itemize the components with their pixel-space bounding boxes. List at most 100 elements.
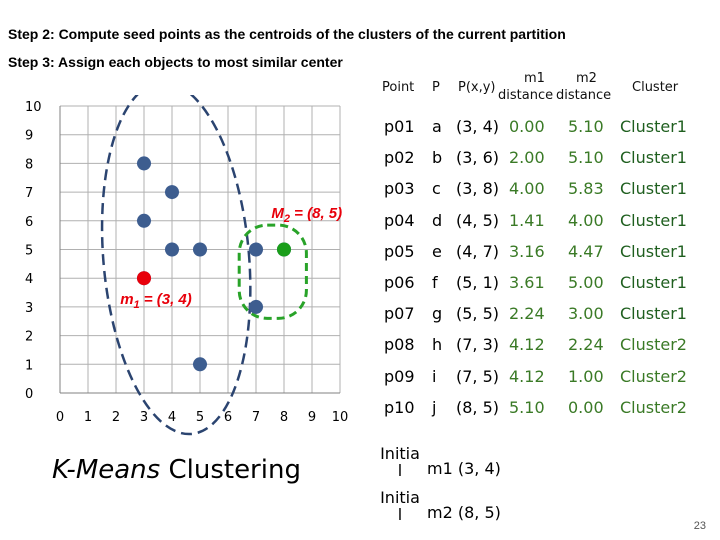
row-point: p10: [384, 397, 415, 417]
x-tick-label: 4: [168, 410, 176, 425]
y-tick-label: 1: [25, 358, 33, 373]
row-cluster: Cluster1: [620, 210, 687, 230]
point-marker: [193, 357, 207, 372]
y-tick-label: 8: [25, 157, 33, 172]
row-m2-distance: 4.00: [568, 210, 604, 230]
row-p: e: [432, 241, 442, 261]
y-tick-label: 7: [25, 186, 33, 201]
cluster1-boundary: [100, 95, 252, 436]
x-tick-label: 9: [308, 410, 316, 425]
point-marker: [165, 185, 179, 200]
row-p: h: [432, 335, 443, 355]
x-tick-label: 8: [280, 410, 288, 425]
row-m2-distance: 5.83: [568, 179, 604, 199]
initial-value-1: m1 (3, 4): [427, 459, 501, 478]
row-m1-distance: 0.00: [509, 117, 545, 136]
row-cluster: Cluster2: [620, 397, 687, 417]
y-tick-label: 5: [25, 244, 33, 259]
point-marker: [137, 213, 151, 228]
x-tick-label: 3: [140, 410, 148, 425]
page-number: 23: [693, 520, 706, 532]
header-cluster: Cluster: [632, 80, 679, 95]
initial-label-1-line1: Initia: [380, 444, 420, 463]
step3-text: Step 3: Assign each objects to most simi…: [8, 54, 343, 70]
row-cluster: Cluster1: [620, 179, 687, 199]
point-marker: [249, 242, 263, 257]
row-pxy: (8, 5): [456, 397, 500, 417]
header-m2: m2: [576, 71, 597, 86]
initial-label-2: Initia l: [375, 489, 425, 523]
row-m2-distance: 2.24: [568, 335, 604, 355]
row-point: p03: [384, 179, 415, 199]
y-tick-label: 2: [25, 330, 33, 345]
x-tick-label: 5: [196, 410, 204, 425]
row-p: a: [432, 117, 442, 136]
m2-centroid-marker: [277, 242, 291, 257]
point-marker: [193, 242, 207, 257]
x-tick-label: 7: [252, 410, 260, 425]
point-marker: [165, 242, 179, 257]
row-pxy: (4, 7): [456, 241, 500, 261]
row-m1-distance: 2.24: [509, 304, 545, 324]
header-m1: m1: [524, 71, 545, 86]
point-marker: [249, 299, 263, 314]
row-pxy: (5, 1): [456, 273, 500, 292]
row-point: p06: [384, 273, 415, 292]
row-pxy: (5, 5): [456, 304, 500, 324]
cluster2-boundary: [237, 223, 308, 320]
y-tick-label: 9: [25, 129, 33, 144]
row-pxy: (4, 5): [456, 210, 500, 230]
point-marker: [137, 156, 151, 171]
title-rest: Clustering: [160, 455, 301, 485]
row-cluster: Cluster1: [620, 304, 687, 324]
row-point: p09: [384, 366, 415, 386]
row-m2-distance: 0.00: [568, 397, 604, 417]
row-m2-distance: 5.00: [568, 273, 604, 292]
row-m1-distance: 3.61: [509, 273, 545, 292]
row-p: f: [432, 273, 438, 292]
row-point: p02: [384, 148, 415, 168]
row-cluster: Cluster2: [620, 366, 687, 386]
header-p: P: [432, 80, 440, 95]
step2-text: Step 2: Compute seed points as the centr…: [8, 26, 566, 42]
row-p: g: [432, 304, 443, 324]
x-tick-label: 0: [56, 410, 64, 425]
m1-centroid-marker: [137, 271, 151, 286]
slide-title: K-Means Clustering: [52, 455, 301, 485]
row-pxy: (7, 3): [456, 335, 500, 355]
kmeans-scatter-plot: 0 1 2 3 4 5 6 7 8 9 10 0 1 2 3 4 5 6 7 8 9 10 m1 = (3, 4) M2…: [25, 95, 348, 436]
row-m1-distance: 5.10: [509, 397, 545, 417]
initial-label-2-line2: l: [397, 505, 403, 524]
header-distance-2: distance: [556, 88, 612, 103]
header-point: Point: [382, 80, 415, 95]
x-tick-label: 1: [84, 410, 92, 425]
row-m1-distance: 1.41: [509, 210, 545, 230]
row-p: b: [432, 148, 443, 168]
row-pxy: (7, 5): [456, 366, 500, 386]
row-cluster: Cluster1: [620, 148, 687, 168]
row-pxy: (3, 8): [456, 179, 500, 199]
header-pxy: P(x,y): [458, 80, 496, 95]
initial-label-1-line2: l: [397, 461, 403, 480]
m1-centroid-label: m1 = (3, 4): [120, 291, 192, 311]
x-tick-label: 2: [112, 410, 120, 425]
y-tick-label: 3: [25, 301, 33, 316]
row-pxy: (3, 4): [456, 117, 500, 136]
row-p: d: [432, 210, 443, 230]
row-p: c: [432, 179, 441, 199]
row-m2-distance: 3.00: [568, 304, 604, 324]
y-tick-label: 0: [25, 387, 33, 402]
y-tick-labels: 0 1 2 3 4 5 6 7 8 9 10: [25, 100, 42, 402]
row-m1-distance: 4.00: [509, 179, 545, 199]
row-m1-distance: 2.00: [509, 148, 545, 168]
x-tick-label: 10: [332, 410, 349, 425]
x-tick-labels: 0 1 2 3 4 5 6 7 8 9 10: [56, 410, 348, 425]
row-cluster: Cluster2: [620, 335, 687, 355]
y-tick-label: 6: [25, 215, 33, 230]
row-p: i: [432, 366, 437, 386]
row-m2-distance: 4.47: [568, 241, 604, 261]
row-m2-distance: 5.10: [568, 117, 604, 136]
row-m2-distance: 5.10: [568, 148, 604, 168]
row-point: p01: [384, 117, 415, 136]
initial-label-2-line1: Initia: [380, 488, 420, 507]
